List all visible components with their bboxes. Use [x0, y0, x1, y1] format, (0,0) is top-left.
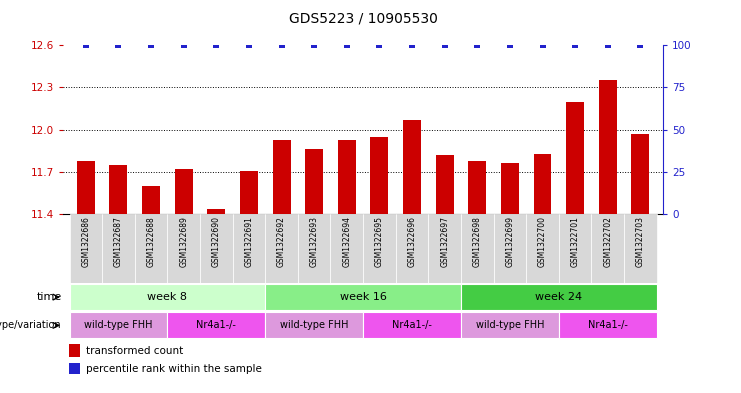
Text: Nr4a1-/-: Nr4a1-/- [588, 320, 628, 331]
Bar [428, 214, 461, 283]
Bar [559, 312, 657, 338]
Point [471, 42, 483, 48]
Text: GSM1322701: GSM1322701 [571, 216, 579, 267]
Point [439, 42, 451, 48]
Point [210, 42, 222, 48]
Bar [265, 312, 363, 338]
Text: GSM1322696: GSM1322696 [408, 216, 416, 267]
Text: wild-type FHH: wild-type FHH [476, 320, 544, 331]
Text: GSM1322689: GSM1322689 [179, 216, 188, 267]
Text: GSM1322695: GSM1322695 [375, 216, 384, 267]
Bar [70, 312, 167, 338]
Text: GSM1322703: GSM1322703 [636, 216, 645, 267]
Bar [338, 140, 356, 214]
Bar [624, 214, 657, 283]
Bar [631, 134, 649, 214]
Bar [265, 214, 298, 283]
Text: wild-type FHH: wild-type FHH [280, 320, 348, 331]
Text: Nr4a1-/-: Nr4a1-/- [196, 320, 236, 331]
Point [276, 42, 288, 48]
Point [80, 42, 92, 48]
Bar [403, 120, 421, 214]
Text: Nr4a1-/-: Nr4a1-/- [392, 320, 432, 331]
Bar [273, 140, 290, 214]
Text: GSM1322698: GSM1322698 [473, 216, 482, 267]
Bar [436, 155, 453, 214]
Bar [566, 101, 584, 214]
Text: GSM1322686: GSM1322686 [82, 216, 90, 267]
Bar [461, 214, 494, 283]
Bar [69, 344, 80, 357]
Text: GSM1322692: GSM1322692 [277, 216, 286, 267]
Text: GSM1322693: GSM1322693 [310, 216, 319, 267]
Bar [233, 214, 265, 283]
Text: week 16: week 16 [339, 292, 387, 302]
Bar [102, 214, 135, 283]
Bar [468, 161, 486, 214]
Bar [494, 214, 526, 283]
Bar [534, 154, 551, 214]
Bar [599, 81, 617, 214]
Text: GDS5223 / 10905530: GDS5223 / 10905530 [289, 12, 437, 26]
Point [536, 42, 548, 48]
Text: GSM1322697: GSM1322697 [440, 216, 449, 267]
Bar [591, 214, 624, 283]
Point [243, 42, 255, 48]
Bar [167, 312, 265, 338]
Point [634, 42, 646, 48]
Point [602, 42, 614, 48]
Bar [240, 171, 258, 214]
Bar [461, 284, 657, 310]
Bar [363, 312, 461, 338]
Point [308, 42, 320, 48]
Point [569, 42, 581, 48]
Text: transformed count: transformed count [86, 345, 183, 356]
Bar [265, 284, 461, 310]
Text: GSM1322691: GSM1322691 [245, 216, 253, 267]
Text: time: time [36, 292, 62, 302]
Bar [330, 214, 363, 283]
Bar [207, 209, 225, 214]
Text: week 24: week 24 [535, 292, 582, 302]
Bar [110, 165, 127, 214]
Text: GSM1322694: GSM1322694 [342, 216, 351, 267]
Point [341, 42, 353, 48]
Bar [69, 363, 80, 374]
Bar [70, 284, 265, 310]
Text: week 8: week 8 [147, 292, 187, 302]
Bar [70, 214, 102, 283]
Point [504, 42, 516, 48]
Bar [501, 163, 519, 214]
Text: genotype/variation: genotype/variation [0, 320, 62, 331]
Text: GSM1322687: GSM1322687 [114, 216, 123, 267]
Bar [142, 186, 160, 214]
Point [113, 42, 124, 48]
Bar [559, 214, 591, 283]
Point [178, 42, 190, 48]
Bar [200, 214, 233, 283]
Bar [363, 214, 396, 283]
Bar [461, 312, 559, 338]
Text: GSM1322699: GSM1322699 [505, 216, 514, 267]
Bar [370, 137, 388, 214]
Text: GSM1322690: GSM1322690 [212, 216, 221, 267]
Bar [396, 214, 428, 283]
Bar [167, 214, 200, 283]
Bar [298, 214, 330, 283]
Text: wild-type FHH: wild-type FHH [84, 320, 153, 331]
Point [373, 42, 385, 48]
Point [145, 42, 157, 48]
Text: GSM1322688: GSM1322688 [147, 216, 156, 267]
Point [406, 42, 418, 48]
Text: percentile rank within the sample: percentile rank within the sample [86, 364, 262, 374]
Bar [305, 149, 323, 214]
Bar [175, 169, 193, 214]
Bar [77, 161, 95, 214]
Bar [526, 214, 559, 283]
Bar [135, 214, 167, 283]
Text: GSM1322702: GSM1322702 [603, 216, 612, 267]
Text: GSM1322700: GSM1322700 [538, 216, 547, 267]
